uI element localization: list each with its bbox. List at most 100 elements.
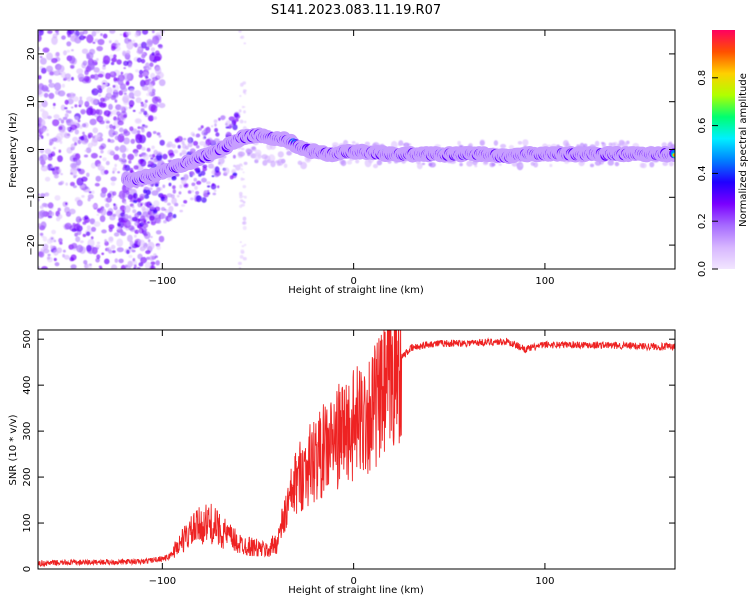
spectrogram-speckle bbox=[144, 99, 148, 104]
spectrogram-speckle bbox=[72, 157, 76, 161]
spectrogram-speckle bbox=[113, 116, 117, 121]
spectrogram-speckle bbox=[86, 53, 90, 57]
spectrogram-speckle bbox=[145, 65, 150, 72]
spectrogram-speckle bbox=[91, 190, 95, 194]
spectrogram-speckle bbox=[113, 54, 117, 59]
spectrogram-speckle bbox=[123, 67, 126, 70]
spectrogram-speckle bbox=[70, 166, 78, 176]
spectrogram-speckle bbox=[42, 47, 50, 53]
spectrogram-speckle bbox=[50, 167, 55, 171]
spectrogram-speckle bbox=[43, 248, 50, 254]
spectrogram-speckle bbox=[142, 102, 148, 109]
spectrogram-speckle bbox=[183, 137, 187, 141]
spectrogram-speckle bbox=[238, 267, 242, 269]
spectrogram-speckle bbox=[158, 44, 163, 49]
spectrogram-speckle bbox=[140, 41, 147, 49]
spectrogram-speckle bbox=[126, 234, 133, 242]
spectrogram-speckle bbox=[113, 154, 120, 161]
spectrogram-speckle bbox=[74, 104, 78, 108]
spectrogram-speckle bbox=[105, 196, 112, 203]
spectrogram-speckle bbox=[46, 256, 51, 260]
spectrogram-speckle bbox=[78, 31, 85, 36]
spectrogram-speckle bbox=[90, 97, 98, 105]
y-tick-label: 20 bbox=[26, 48, 37, 61]
spectrogram-speckle bbox=[149, 154, 153, 158]
spectrogram-speckle bbox=[137, 126, 141, 129]
spectrogram-speckle bbox=[152, 35, 160, 45]
spectrogram-speckle bbox=[150, 217, 154, 221]
spectrogram-speckle bbox=[111, 244, 116, 250]
colorbar-gradient bbox=[712, 30, 735, 269]
spectrogram-speckle bbox=[128, 225, 135, 231]
spectrogram-speckle bbox=[232, 154, 236, 159]
spectrogram-speckle bbox=[239, 113, 241, 116]
spectrogram-speckle bbox=[134, 234, 137, 238]
spectrogram-speckle bbox=[376, 160, 383, 166]
spectrogram-speckle bbox=[146, 256, 151, 260]
spectrogram-speckle bbox=[44, 148, 52, 155]
spectrogram-speckle bbox=[140, 215, 146, 222]
spectrogram-speckle bbox=[128, 246, 132, 250]
spectrogram-speckle bbox=[668, 161, 674, 167]
spectrogram-speckle bbox=[38, 223, 42, 228]
spectrogram-speckle bbox=[77, 119, 81, 123]
y-tick-label: −20 bbox=[26, 235, 37, 256]
spectrogram-speckle bbox=[91, 203, 98, 209]
spectrogram-speckle bbox=[102, 82, 106, 85]
spectrogram-speckle bbox=[74, 116, 79, 121]
spectrogram-speckle bbox=[238, 163, 243, 166]
spectrogram-speckle bbox=[57, 168, 62, 173]
spectrogram-speckle bbox=[80, 135, 85, 141]
spectrogram-speckle bbox=[151, 145, 155, 150]
spectrogram-speckle bbox=[151, 88, 156, 93]
spectrogram-speckle bbox=[162, 184, 166, 189]
spectrogram-speckle bbox=[138, 69, 144, 75]
figure-title: S141.2023.083.11.19.R07 bbox=[271, 3, 441, 18]
spectrogram-speckle bbox=[95, 30, 101, 34]
spectrogram-speckle bbox=[181, 204, 186, 207]
spectrogram-speckle bbox=[238, 151, 245, 157]
spectrogram-speckle bbox=[373, 163, 378, 169]
spectrogram-speckle bbox=[97, 38, 105, 46]
spectrogram-speckle bbox=[200, 170, 206, 176]
spectrogram-speckle bbox=[103, 110, 111, 117]
spectrogram-speckle bbox=[107, 192, 112, 198]
spectrogram-x-ticks: −100 0 100 bbox=[149, 30, 554, 287]
spectrogram-speckle bbox=[123, 33, 127, 38]
spectrogram-speckle bbox=[152, 77, 158, 82]
spectrogram-speckle bbox=[114, 146, 120, 151]
spectrogram-speckle bbox=[498, 163, 502, 166]
spectrogram-speckle bbox=[87, 132, 93, 138]
x-tick-label: 0 bbox=[350, 276, 356, 287]
spectrogram-speckle bbox=[85, 231, 91, 236]
spectrogram-speckle bbox=[237, 261, 242, 265]
spectrogram-speckle bbox=[76, 68, 84, 75]
spectrogram-speckle bbox=[89, 118, 97, 126]
spectrogram-speckle bbox=[213, 119, 218, 123]
spectrogram-speckle bbox=[92, 41, 96, 44]
spectrogram-speckle bbox=[152, 209, 158, 214]
spectrogram-speckle bbox=[68, 55, 76, 64]
y-tick-label: 100 bbox=[22, 513, 33, 532]
spectrogram-speckle bbox=[421, 162, 426, 166]
spectrogram-speckle bbox=[143, 189, 148, 194]
spectrogram-speckle bbox=[164, 209, 170, 214]
spectrogram-speckle bbox=[202, 136, 205, 140]
spectrogram-speckle bbox=[64, 113, 69, 118]
spectrogram-speckle bbox=[126, 50, 131, 55]
spectrogram-speckle bbox=[50, 211, 55, 216]
spectrogram-speckle bbox=[70, 162, 77, 169]
spectrogram-speckle bbox=[49, 71, 55, 76]
spectrogram-speckle bbox=[92, 127, 99, 134]
spectrogram-speckle bbox=[144, 261, 152, 269]
spectrogram-speckle bbox=[80, 240, 84, 244]
spectrogram-speckle bbox=[179, 209, 183, 213]
spectrogram-speckle bbox=[136, 144, 143, 150]
spectrogram-speckle bbox=[138, 111, 142, 115]
spectrogram-speckle bbox=[41, 266, 48, 269]
spectrogram-speckle bbox=[125, 190, 130, 195]
spectrogram-speckle bbox=[152, 96, 159, 104]
spectrogram-speckle bbox=[141, 152, 146, 156]
spectrogram-speckle bbox=[39, 108, 45, 112]
spectrogram-speckle bbox=[129, 126, 134, 132]
